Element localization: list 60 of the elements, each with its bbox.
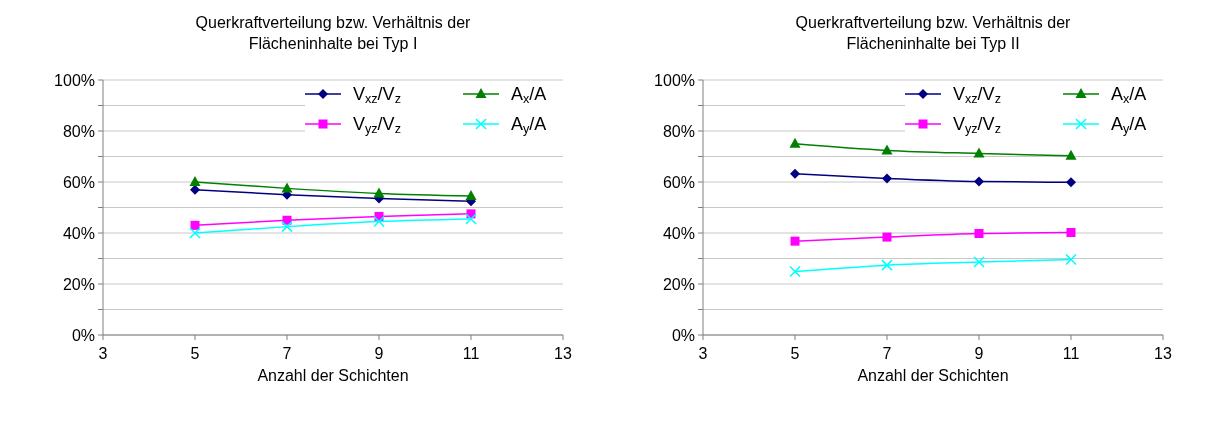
y-tick-label: 60% (62, 173, 95, 191)
point (373, 215, 385, 228)
y-tick-label: 40% (662, 224, 695, 242)
point (881, 259, 893, 271)
point (789, 137, 801, 148)
point (373, 187, 385, 198)
legend-label: V$_{yz}$/V$_{z}$ (353, 114, 401, 137)
point (974, 176, 984, 187)
point (189, 227, 201, 239)
y-tick-label: 0% (671, 326, 695, 344)
point (1066, 177, 1076, 188)
x-tick-label: 5 (190, 345, 200, 362)
point (881, 144, 893, 155)
point (790, 236, 800, 246)
legend-label: V$_{xz}$/V$_{z}$ (953, 84, 1001, 107)
point (882, 232, 892, 242)
point (973, 256, 985, 268)
legend-label: V$_{yz}$/V$_{z}$ (953, 114, 1001, 137)
legend-label: A$_{x}$/A (1111, 84, 1147, 107)
x-tick-label: 13 (554, 345, 572, 362)
point (882, 173, 892, 184)
legend-label: A$_{x}$/A (511, 84, 547, 107)
point (973, 147, 985, 158)
point (281, 220, 293, 233)
y-tick-label: 60% (662, 173, 695, 191)
y-tick-label: 40% (62, 224, 95, 242)
x-tick-label: 5 (790, 345, 800, 362)
x-tick-label: 11 (1062, 345, 1080, 362)
point (790, 168, 800, 179)
point (189, 176, 201, 186)
legend-label: A$_{y}$/A (511, 114, 547, 137)
x-tick-label: 9 (374, 345, 384, 362)
point (465, 190, 477, 201)
legend-label: A$_{y}$/A (1111, 114, 1147, 137)
point (1066, 227, 1076, 237)
point (465, 213, 477, 225)
y-tick-label: 80% (662, 122, 695, 140)
x-tick-label: 11 (462, 345, 480, 362)
x-axis-title: Anzahl der Schichten (257, 367, 409, 384)
x-axis-title: Anzahl der Schichten (857, 367, 1009, 384)
x-tick-label: 3 (98, 345, 108, 362)
y-tick-label: 100% (54, 71, 95, 89)
x-tick-label: 9 (974, 345, 984, 362)
y-tick-label: 100% (654, 71, 695, 89)
point (789, 265, 801, 278)
point (974, 229, 984, 239)
chart-title: Querkraftverteilung bzw. Verhältnis der Flächeninhalte bei Typ II (795, 14, 1072, 52)
y-tick-label: 20% (662, 275, 695, 293)
x-tick-label: 7 (282, 345, 292, 362)
x-tick-label: 3 (698, 345, 708, 362)
point (281, 182, 293, 193)
legend-label: V$_{xz}$/V$_{z}$ (353, 84, 401, 107)
chart-title: Querkraftverteilung bzw. Verhältnis der Flächeninhalte bei Typ I (195, 14, 472, 52)
x-tick-label: 13 (1154, 345, 1172, 362)
point (1065, 253, 1077, 266)
y-tick-label: 20% (62, 275, 95, 293)
y-tick-label: 0% (71, 326, 95, 344)
y-tick-label: 80% (62, 122, 95, 140)
point (1065, 149, 1077, 160)
x-tick-label: 7 (882, 345, 892, 362)
